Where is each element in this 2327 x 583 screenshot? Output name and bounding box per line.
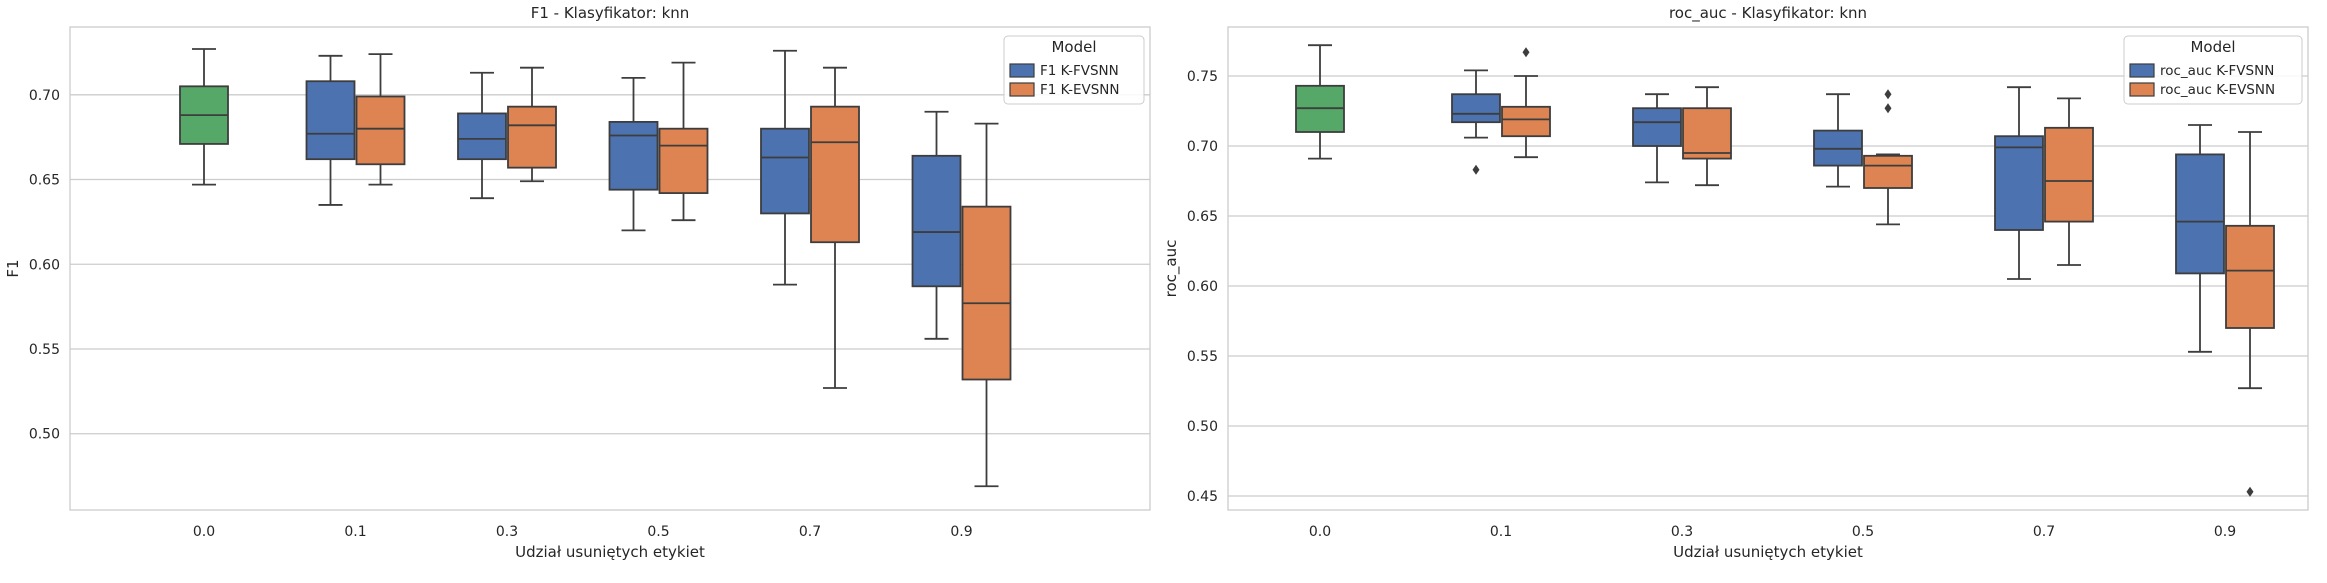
box-iqr — [1682, 107, 1732, 160]
box-iqr — [1632, 107, 1682, 147]
y-axis-label: F1 — [4, 259, 22, 277]
box-iqr — [911, 154, 962, 288]
box-evsnn-0.9 — [2225, 131, 2275, 497]
x-tick-label: 0.5 — [1852, 524, 1874, 540]
box-baseline-0.0 — [179, 48, 229, 186]
box-iqr — [760, 127, 810, 215]
legend-swatch — [1009, 63, 1035, 78]
box-iqr — [507, 105, 557, 169]
box-iqr — [1501, 105, 1551, 138]
legend: Model roc_auc K-FVSNN roc_auc K-EVSNN — [2123, 35, 2303, 105]
legend: Model F1 K-FVSNN F1 K-EVSNN — [1003, 35, 1145, 105]
outlier-point — [1472, 164, 1480, 175]
chart-title: F1 - Klasyfikator: knn — [531, 4, 690, 22]
y-tick-label: 0.55 — [1187, 349, 1218, 365]
box-evsnn-0.3 — [1682, 86, 1732, 187]
x-tick-label: 0.7 — [2033, 524, 2055, 540]
legend-frame — [2123, 35, 2303, 105]
box-evsnn-0.5 — [1863, 89, 1913, 226]
x-tick-label: 0.1 — [1490, 524, 1512, 540]
box-fvsnn-0.7 — [760, 49, 810, 286]
y-tick-label: 0.45 — [1187, 489, 1218, 505]
y-tick-label: 0.60 — [1187, 279, 1218, 295]
box-iqr — [1451, 93, 1501, 124]
legend-label: roc_auc K-EVSNN — [2160, 82, 2275, 98]
y-tick-label: 0.75 — [1187, 69, 1218, 85]
x-tick-label: 0.7 — [799, 524, 821, 540]
y-tick-label: 0.60 — [29, 257, 60, 273]
legend-title: Model — [1051, 38, 1096, 56]
x-axis-label: Udział usuniętych etykiet — [515, 543, 705, 561]
legend-swatch — [2129, 63, 2155, 78]
y-tick-label: 0.70 — [29, 88, 60, 104]
plot-frame — [1227, 26, 2309, 511]
box-evsnn-0.7 — [810, 66, 860, 389]
box-evsnn-0.3 — [507, 66, 557, 183]
box-evsnn-0.9 — [961, 122, 1012, 488]
x-tick-label: 0.0 — [1309, 524, 1331, 540]
x-tick-label: 0.1 — [344, 524, 366, 540]
x-tick-label: 0.9 — [2214, 524, 2236, 540]
box-evsnn-0.5 — [658, 61, 709, 222]
outlier-point — [2246, 486, 2254, 497]
outlier-point — [1884, 89, 1892, 100]
x-tick-label: 0.0 — [193, 524, 215, 540]
legend-label: F1 K-EVSNN — [1040, 82, 1119, 98]
box-iqr — [1994, 135, 2044, 231]
box-fvsnn-0.7 — [1994, 86, 2044, 280]
box-fvsnn-0.5 — [608, 76, 659, 232]
legend-swatch — [2129, 82, 2155, 97]
box-fvsnn-0.3 — [1632, 93, 1682, 184]
chart-title: roc_auc - Klasyfikator: knn — [1669, 4, 1867, 23]
y-tick-label: 0.50 — [1187, 419, 1218, 435]
x-tick-label: 0.5 — [647, 524, 669, 540]
box-fvsnn-0.1 — [1451, 69, 1501, 175]
x-axis-label: Udział usuniętych etykiet — [1673, 543, 1863, 561]
y-tick-label: 0.55 — [29, 342, 60, 358]
outlier-point — [1522, 47, 1530, 58]
box-evsnn-0.1 — [1501, 47, 1551, 159]
legend-label: roc_auc K-FVSNN — [2160, 63, 2274, 79]
x-tick-label: 0.3 — [1671, 524, 1693, 540]
box-iqr — [2044, 126, 2094, 223]
legend-title: Model — [2190, 38, 2235, 56]
box-fvsnn-0.9 — [911, 110, 962, 340]
box-iqr — [961, 205, 1012, 381]
x-tick-label: 0.9 — [950, 524, 972, 540]
box-fvsnn-0.5 — [1813, 93, 1863, 188]
legend-swatch — [1009, 82, 1035, 97]
plot-frame — [69, 26, 1151, 511]
box-iqr — [2225, 224, 2275, 329]
box-fvsnn-0.3 — [457, 71, 507, 200]
y-tick-label: 0.50 — [29, 427, 60, 443]
box-evsnn-0.7 — [2044, 97, 2094, 266]
y-tick-label: 0.70 — [1187, 139, 1218, 155]
box-iqr — [658, 127, 709, 194]
y-axis-label: roc_auc — [1162, 240, 1181, 298]
panel-1: F1 - Klasyfikator: knn 0.50 0.55 0.60 0.65 0.… — [4, 4, 1151, 561]
box-evsnn-0.1 — [355, 53, 406, 186]
box-fvsnn-0.9 — [2175, 124, 2225, 353]
box-iqr — [457, 112, 507, 161]
legend-label: F1 K-FVSNN — [1040, 63, 1119, 79]
box-iqr — [2175, 153, 2225, 275]
y-tick-label: 0.65 — [29, 173, 60, 189]
box-fvsnn-0.1 — [305, 54, 356, 206]
box-iqr — [1863, 154, 1913, 189]
legend-frame — [1003, 35, 1145, 105]
panel-2: roc_auc - Klasyfikator: knn 0.45 0.50 0.55 0… — [1162, 4, 2309, 561]
y-tick-label: 0.65 — [1187, 209, 1218, 225]
outlier-point — [1884, 103, 1892, 114]
box-iqr — [608, 121, 659, 191]
box-iqr — [355, 95, 406, 166]
x-tick-label: 0.3 — [496, 524, 518, 540]
box-baseline-0.0 — [1295, 44, 1345, 160]
box-iqr — [810, 105, 860, 244]
box-iqr — [305, 80, 356, 161]
